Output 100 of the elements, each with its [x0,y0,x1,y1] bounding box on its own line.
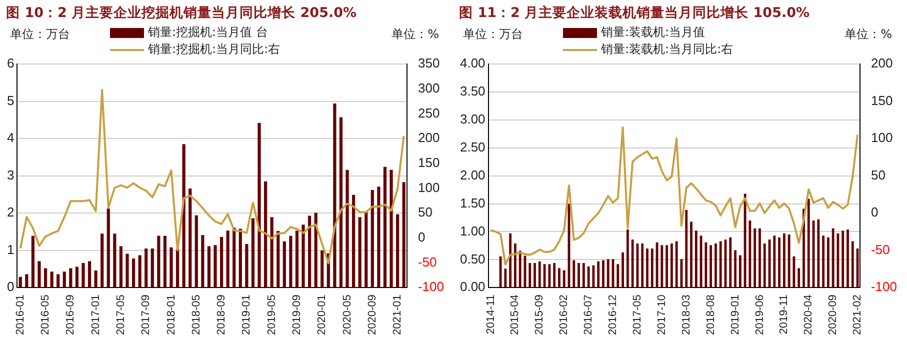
x-tick-label: 2020-05 [341,294,354,336]
bar [582,263,585,288]
bar [119,246,123,288]
bar [138,255,142,288]
y-tick-label: 3.50 [460,84,486,99]
bar [370,190,374,288]
bar [509,233,512,288]
y-axis-title: 单位：万台 [463,26,523,43]
y-tick-label: 4.00 [460,56,486,71]
bar [514,243,516,288]
bar [817,219,820,288]
bar [562,270,566,288]
chart-title: 图 11：2 月主要企业装载机销量当月同比增长 105.0% [458,4,811,23]
bar [176,249,180,288]
bar [245,244,248,288]
x-tick-label: 2015-09 [534,294,546,336]
bar [763,243,766,288]
bar [201,235,204,288]
x-tick-label: 2018-08 [704,294,717,336]
bar [538,261,541,288]
y-tick-label: 1.00 [460,223,486,238]
x-tick-label: 2017-10 [656,294,668,336]
legend-label: 销量:装载机:当月值 [601,24,706,41]
bar [352,194,356,288]
x-tick-label: 2021-01 [392,294,404,336]
bar [56,274,60,288]
legend-label: 销量:装载机:当月同比:右 [601,41,734,58]
x-tick-label: 2014-11 [484,294,497,334]
bar [75,266,79,288]
legend-label: 销量:挖掘机:当月值 台 [148,24,268,41]
y-tick-label: 1 [6,242,14,257]
x-tick-label: 2017-01 [90,294,102,336]
bar [100,234,104,288]
bar [383,166,387,288]
bar [704,242,708,288]
y2-tick-label: -100 [418,279,444,294]
bar [754,228,756,288]
bar [126,254,129,288]
bar [364,212,368,288]
x-tick-label: 2019-01 [240,294,253,336]
bar [748,220,752,288]
bar [170,247,173,288]
bar [264,181,268,288]
bar [390,170,393,288]
bar [194,215,198,288]
y2-tick-label: 300 [418,80,440,96]
bar [851,241,854,288]
bar [251,218,255,288]
bar [402,182,406,288]
y2-tick-label: 100 [418,180,440,195]
y-axis-title: 单位：万台 [10,26,70,43]
bar [738,255,742,288]
y2-tick-label: 150 [418,154,440,170]
bar [675,241,678,288]
bar [339,117,343,288]
bar [207,246,211,288]
bar [31,236,34,288]
bar [622,252,624,288]
bar [308,216,312,288]
bar [719,241,722,288]
bar [597,261,600,288]
bar [778,237,780,288]
y2-tick-label: 50 [870,167,886,182]
y-tick-label: 2.00 [460,167,486,182]
x-tick-label: 2019-06 [754,294,766,336]
bar [832,228,834,288]
bar [289,236,292,288]
x-tick-label: 2021-02 [852,294,864,336]
bar [548,264,551,288]
bar [587,266,590,288]
bar [578,263,580,288]
y-tick-label: 5 [6,92,14,108]
bar [295,230,299,288]
y-tick-label: 1.50 [460,195,486,210]
bar [798,268,800,288]
y2-axis-title: 单位：% [844,26,892,43]
bar [377,186,380,288]
x-tick-label: 2017-05 [114,294,127,336]
bar [714,243,717,288]
bar [62,272,66,288]
bar [25,274,28,288]
bar [558,268,560,288]
bar [188,188,192,288]
bar [641,243,644,288]
y-tick-label: 3 [6,167,14,182]
bar [214,245,217,288]
y-tick-label: 3.00 [460,111,486,126]
bar [157,236,160,288]
bar [846,229,849,288]
bar [782,233,786,288]
bar [276,230,280,288]
x-tick-label: 2020-09 [827,294,840,336]
y2-tick-label: 350 [418,56,440,71]
bar [729,237,732,288]
x-tick-label: 2020-04 [802,294,815,336]
bar [626,229,629,288]
bar [69,268,72,288]
bar [182,144,186,288]
bar [758,228,761,288]
bar [650,248,654,288]
